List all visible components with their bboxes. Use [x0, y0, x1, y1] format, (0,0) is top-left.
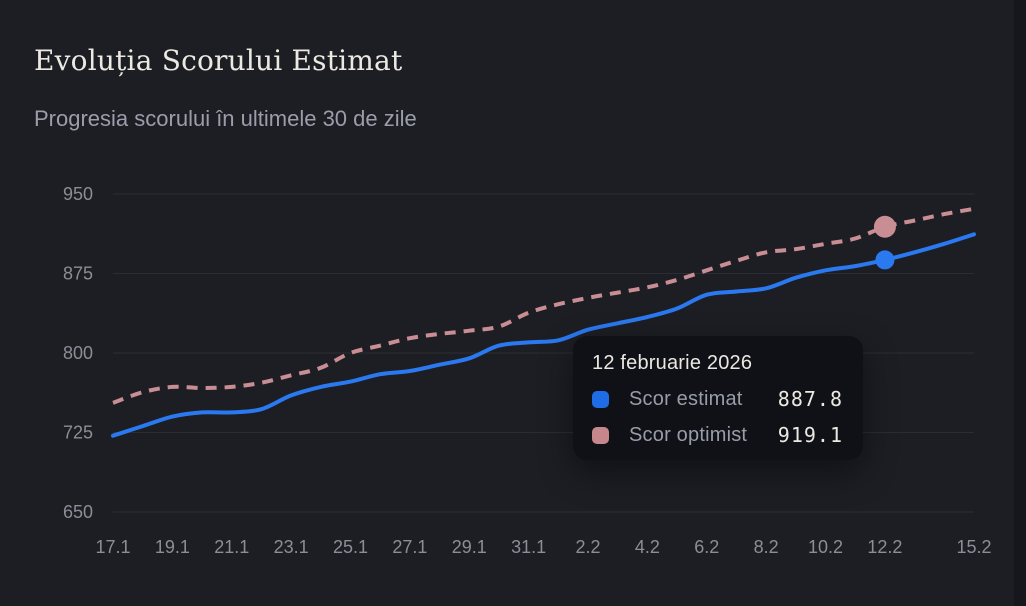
x-axis-tick-label: 15.2 — [956, 537, 991, 557]
y-axis-tick-label: 950 — [63, 184, 93, 204]
tooltip-label-optimistic: Scor optimist — [629, 423, 748, 446]
x-axis-tick-label: 23.1 — [274, 537, 309, 557]
page-subtitle: Progresia scorului în ultimele 30 de zil… — [34, 106, 417, 131]
y-axis-tick-label: 725 — [63, 423, 93, 443]
chart-tooltip: 12 februarie 2026 Scor estimat 887.8 Sco… — [573, 336, 863, 460]
optimistic-score-line[interactable] — [112, 206, 975, 405]
tooltip-label-estimated: Scor estimat — [629, 387, 743, 410]
x-axis-tick-label: 8.2 — [754, 537, 779, 557]
page-title: Evoluția Scorului Estimat — [34, 44, 403, 77]
x-axis-tick-label: 27.1 — [392, 537, 427, 557]
tooltip-value-estimated: 887.8 — [777, 387, 843, 411]
y-axis-tick-label: 650 — [63, 502, 93, 522]
tooltip-value-optimistic: 919.1 — [777, 423, 843, 447]
x-axis-tick-label: 25.1 — [333, 537, 368, 557]
y-axis-tick-label: 800 — [63, 343, 93, 363]
tooltip-row-optimistic: Scor optimist 919.1 — [592, 422, 843, 448]
x-axis-tick-label: 29.1 — [452, 537, 487, 557]
x-axis-tick-label: 2.2 — [576, 537, 601, 557]
x-axis-tick-label: 21.1 — [214, 537, 249, 557]
x-axis-tick-label: 6.2 — [694, 537, 719, 557]
tooltip-row-estimated: Scor estimat 887.8 — [592, 386, 843, 412]
estimated-series-swatch-icon — [592, 390, 609, 408]
x-axis-tick-label: 19.1 — [155, 537, 190, 557]
optimistic-highlight-dot[interactable] — [873, 215, 896, 238]
x-axis-tick-label: 10.2 — [808, 537, 843, 557]
x-axis-tick-label: 17.1 — [95, 537, 130, 557]
x-axis-tick-label: 31.1 — [511, 537, 546, 557]
y-axis-tick-label: 875 — [63, 264, 93, 284]
score-evolution-chart[interactable]: 650 725 800 875 950 17.1 19.1 21.1 23.1 25.1 27.1 2… — [0, 150, 1026, 590]
scrollbar-track[interactable] — [1014, 0, 1026, 606]
tooltip-date: 12 februarie 2026 — [592, 352, 753, 374]
optimistic-series-swatch-icon — [592, 426, 609, 444]
estimated-highlight-dot[interactable] — [875, 250, 895, 270]
x-axis-tick-label: 12.2 — [867, 537, 902, 557]
x-axis-tick-label: 4.2 — [635, 537, 660, 557]
estimated-score-line[interactable] — [111, 232, 976, 438]
